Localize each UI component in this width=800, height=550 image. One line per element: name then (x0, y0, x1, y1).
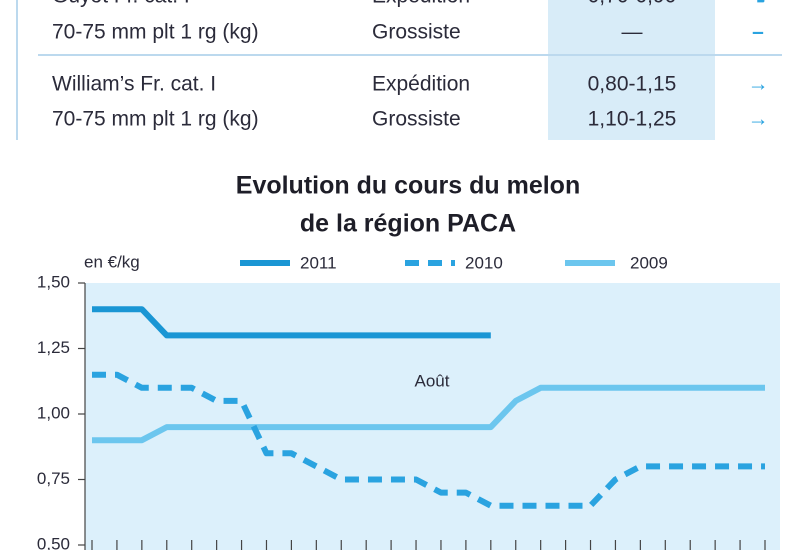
y-axis-label: en €/kg (84, 252, 140, 271)
legend-label: 2011 (300, 253, 337, 272)
series-line (92, 371, 765, 509)
product-label: 70-75 mm plt 1 rg (kg) (52, 108, 259, 131)
y-tick-label: 0,50 (37, 534, 70, 550)
legend-label: 2009 (630, 253, 668, 272)
market-label: Expédition (372, 73, 470, 96)
chart-title: Evolution du cours du melon (236, 172, 580, 200)
market-label: Grossiste (372, 108, 461, 131)
legend-label: 2010 (465, 253, 503, 272)
chart-title: de la région PACA (300, 210, 516, 238)
plot-area (85, 283, 780, 550)
annotation: Août (415, 371, 450, 390)
y-tick-label: 1,50 (37, 272, 70, 291)
series-line (92, 306, 491, 339)
market-label: Expédition (372, 0, 470, 8)
trend-arrow: – (752, 21, 764, 44)
price-label: — (622, 21, 643, 44)
price-column (548, 0, 715, 140)
product-label: 70-75 mm plt 1 rg (kg) (52, 21, 259, 44)
price-label: 1,10-1,25 (588, 108, 677, 131)
y-tick-label: 1,25 (37, 338, 70, 357)
market-label: Grossiste (372, 21, 461, 44)
price-label: 0,80-1,15 (588, 73, 677, 96)
y-tick-label: 1,00 (37, 403, 70, 422)
trend-arrow: ↘ (749, 0, 767, 8)
product-label: Guyot Fr. cat. I (52, 0, 190, 8)
y-tick-label: 0,75 (37, 469, 70, 488)
trend-arrow: → (748, 73, 769, 96)
series-line (92, 384, 765, 444)
price-label: 0,70-0,90 (588, 0, 677, 8)
product-label: William’s Fr. cat. I (52, 73, 216, 96)
trend-arrow: → (748, 108, 769, 131)
